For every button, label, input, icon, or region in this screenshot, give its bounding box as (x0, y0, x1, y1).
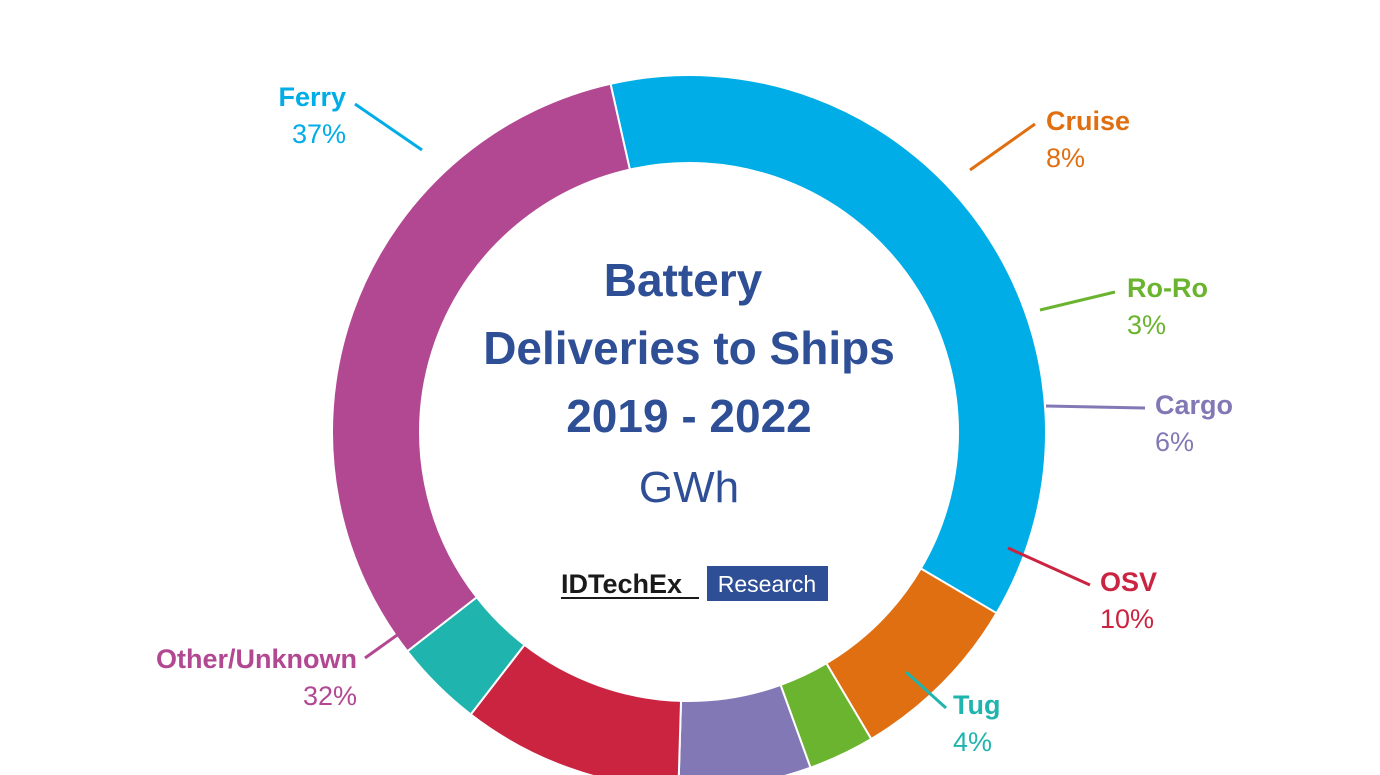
chart-title-line-2: Deliveries to Ships (483, 322, 895, 374)
slice-ferry (609, 74, 1047, 615)
value-label-tug: 4% (953, 727, 992, 757)
label-osv: OSV (1100, 567, 1157, 597)
leader-line-tug (904, 670, 948, 710)
label-tug: Tug (953, 690, 1000, 720)
value-label-cargo: 6% (1155, 427, 1194, 457)
leader-line-other-unknown (364, 616, 422, 660)
leader-line-osv (1007, 546, 1091, 587)
center-title-block: Battery Deliveries to Ships 2019 - 2022 … (483, 254, 895, 512)
logo-tag: Research (718, 571, 816, 597)
value-label-ferry: 37% (292, 119, 346, 149)
slice-labels: Ferry 37% Cruise 8% Ro-Ro 3% Cargo 6% OSV 10% Tug 4… (156, 82, 1233, 757)
label-cargo: Cargo (1155, 390, 1233, 420)
logo-research-box (707, 566, 828, 601)
leader-lines (354, 102, 1146, 710)
chart-unit: GWh (639, 463, 739, 512)
label-other-unknown: Other/Unknown (156, 644, 357, 674)
label-ro-ro: Ro-Ro (1127, 273, 1208, 303)
value-label-osv: 10% (1100, 604, 1154, 634)
donut-slices (331, 74, 1047, 775)
slice-other-unknown (331, 82, 632, 653)
label-cruise: Cruise (1046, 106, 1130, 136)
value-label-other-unknown: 32% (303, 681, 357, 711)
leader-line-ferry (354, 102, 423, 152)
logo-name: IDTechEx (561, 569, 682, 599)
value-label-cruise: 8% (1046, 143, 1085, 173)
chart-title-line-3: 2019 - 2022 (566, 390, 812, 442)
leader-line-cruise (969, 122, 1036, 172)
idtechex-logo: IDTechEx Research (561, 566, 828, 601)
leader-line-ro-ro (1039, 290, 1116, 312)
chart-title-line-1: Battery (604, 254, 763, 306)
value-label-ro-ro: 3% (1127, 310, 1166, 340)
label-ferry: Ferry (278, 82, 346, 112)
leader-line-cargo (1045, 404, 1146, 410)
